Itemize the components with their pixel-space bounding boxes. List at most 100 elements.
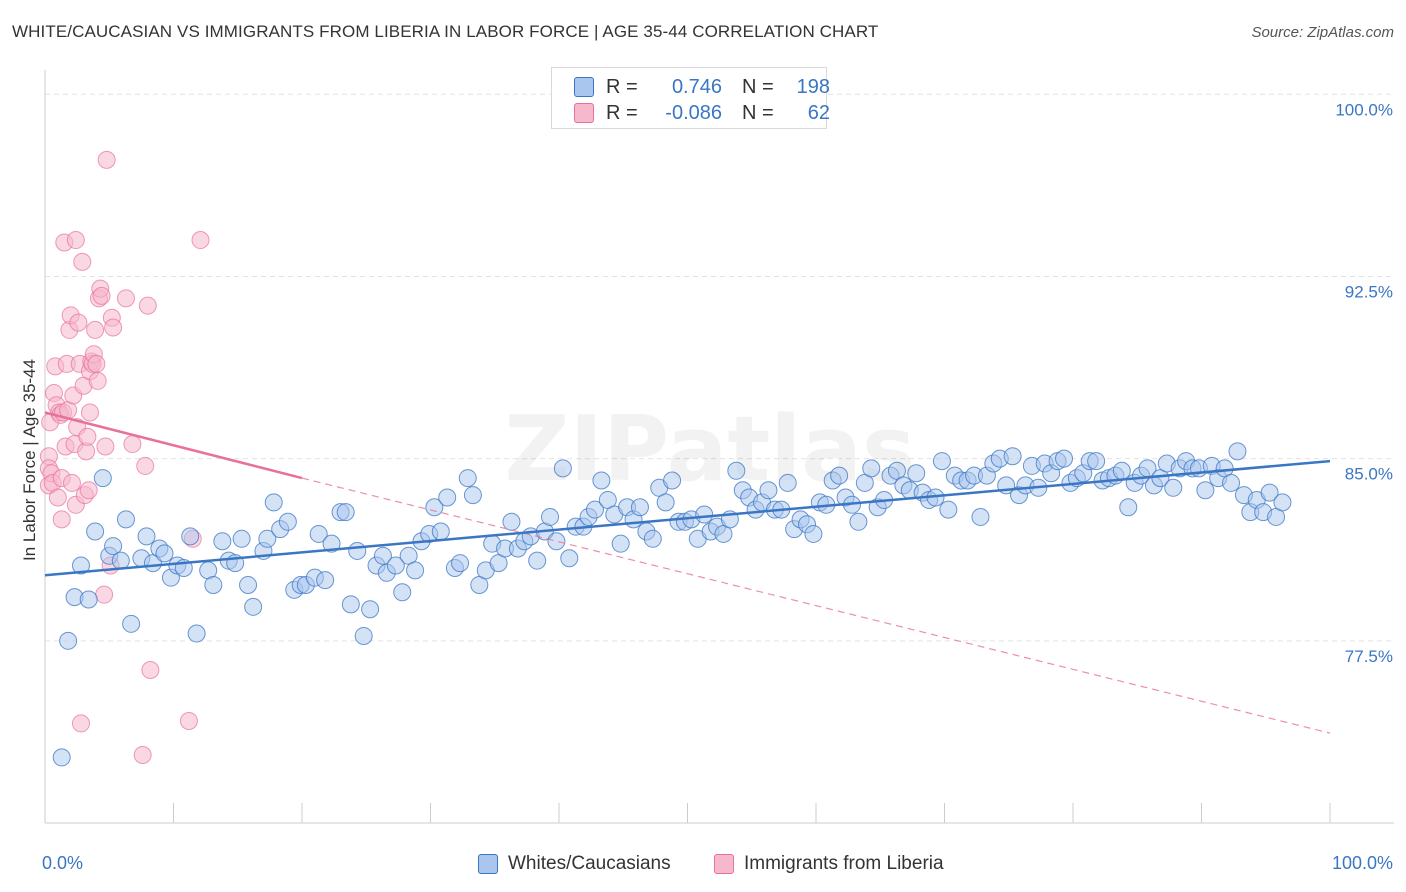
liberia-point xyxy=(79,481,98,500)
white-point xyxy=(181,527,200,546)
white-point xyxy=(560,549,579,568)
white-point xyxy=(309,524,328,543)
n-value: 62 xyxy=(807,101,830,124)
white-point xyxy=(213,532,232,551)
liberia-point xyxy=(88,371,107,390)
y-tick-label: 100.0% xyxy=(1335,100,1393,119)
white-point xyxy=(348,541,367,560)
white-point xyxy=(187,624,206,643)
legend-swatch-pink xyxy=(574,103,594,123)
liberia-point xyxy=(87,354,106,373)
correlation-legend: R = 0.746 N = 198 R = -0.086 N = 62 xyxy=(551,67,830,129)
white-point xyxy=(849,512,868,531)
white-point xyxy=(611,534,630,553)
white-point xyxy=(71,556,90,575)
legend-row-liberia: R = -0.086 N = 62 xyxy=(574,100,830,126)
liberia-point xyxy=(96,437,115,456)
legend-item-whites: Whites/Caucasians xyxy=(478,853,671,875)
liberia-point xyxy=(80,403,99,422)
n-label: N = xyxy=(742,75,774,98)
white-point xyxy=(341,595,360,614)
white-point xyxy=(52,748,71,767)
source-label: Source: ZipAtlas.com xyxy=(1251,24,1394,41)
white-point xyxy=(553,459,572,478)
white-point xyxy=(122,614,141,633)
white-points xyxy=(52,442,1292,767)
white-point xyxy=(93,469,112,488)
liberia-point xyxy=(95,585,114,604)
white-point xyxy=(59,631,78,650)
white-point xyxy=(316,571,335,590)
white-point xyxy=(336,503,355,522)
liberia-point xyxy=(116,289,135,308)
n-label: N = xyxy=(742,101,774,124)
white-point xyxy=(804,524,823,543)
white-point xyxy=(386,556,405,575)
liberia-point xyxy=(191,231,210,250)
legend-item-liberia: Immigrants from Liberia xyxy=(714,853,944,875)
white-point xyxy=(1222,473,1241,492)
liberia-point xyxy=(123,435,142,454)
white-trend-line xyxy=(44,459,1331,577)
n-value: 198 xyxy=(796,75,830,98)
white-point xyxy=(438,488,457,507)
liberia-point xyxy=(62,473,81,492)
r-label: R = xyxy=(606,75,638,98)
liberia-points xyxy=(39,150,210,764)
white-point xyxy=(278,512,297,531)
white-point xyxy=(907,464,926,483)
white-point xyxy=(547,532,566,551)
white-point xyxy=(258,529,277,548)
liberia-point xyxy=(97,150,116,169)
white-point xyxy=(541,507,560,526)
white-point xyxy=(643,529,662,548)
white-point xyxy=(630,498,649,517)
white-point xyxy=(502,512,521,531)
white-point xyxy=(79,590,98,609)
white-point xyxy=(695,505,714,524)
white-point xyxy=(232,529,251,548)
white-point xyxy=(1260,483,1279,502)
white-point xyxy=(1087,452,1106,471)
white-point xyxy=(1112,461,1131,480)
white-point xyxy=(431,522,450,541)
white-point xyxy=(778,473,797,492)
liberia-point xyxy=(92,286,111,305)
y-tick-label: 92.5% xyxy=(1345,282,1393,301)
axis-labels: 77.5% 85.0% 92.5% 100.0% 0.0% 100.0% In Labor … xyxy=(20,100,1393,873)
liberia-point xyxy=(136,456,155,475)
white-point xyxy=(1196,481,1215,500)
liberia-point xyxy=(78,427,97,446)
legend-row-whites: R = 0.746 N = 198 xyxy=(574,74,830,100)
white-point xyxy=(458,469,477,488)
white-point xyxy=(939,500,958,519)
white-point xyxy=(1273,493,1292,512)
y-tick-label: 85.0% xyxy=(1345,465,1393,484)
liberia-point xyxy=(69,313,88,332)
liberia-trend-line xyxy=(44,411,303,480)
legend-swatch-pink xyxy=(714,854,734,874)
white-point xyxy=(354,626,373,645)
white-point xyxy=(373,546,392,565)
r-value: -0.086 xyxy=(665,101,722,124)
white-point xyxy=(463,486,482,505)
legend-label-whites: Whites/Caucasians xyxy=(508,853,671,874)
white-point xyxy=(1055,449,1074,468)
white-point xyxy=(322,534,341,553)
white-point xyxy=(1228,442,1247,461)
liberia-point xyxy=(48,488,67,507)
series-legend: Whites/Caucasians Immigrants from Liberi… xyxy=(0,850,1406,880)
liberia-trend-dashed xyxy=(301,477,1331,734)
white-point xyxy=(137,527,156,546)
liberia-point xyxy=(133,745,152,764)
white-point xyxy=(528,551,547,570)
grid-layer xyxy=(45,93,1394,642)
liberia-point xyxy=(86,320,105,339)
white-point xyxy=(585,500,604,519)
liberia-point xyxy=(104,318,123,337)
liberia-point xyxy=(73,252,92,271)
liberia-point xyxy=(52,510,71,529)
legend-swatch-blue xyxy=(574,77,594,97)
trend-lines xyxy=(44,411,1331,734)
